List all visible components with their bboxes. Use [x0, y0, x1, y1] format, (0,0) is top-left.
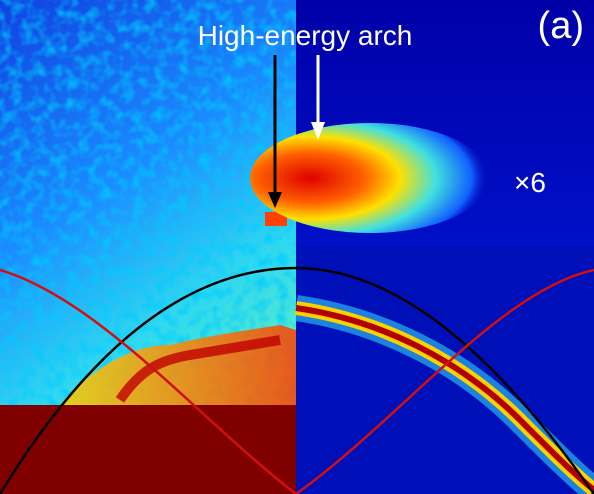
- panel-label: (a): [538, 5, 584, 47]
- dispersion-curve: [0, 266, 594, 494]
- folded-curve: [0, 268, 594, 494]
- scale-label: ×6: [514, 167, 546, 198]
- arrows: [268, 55, 325, 208]
- left-panel: [0, 0, 296, 494]
- right-panel: [250, 0, 594, 494]
- annotation: High-energy arch: [198, 20, 413, 51]
